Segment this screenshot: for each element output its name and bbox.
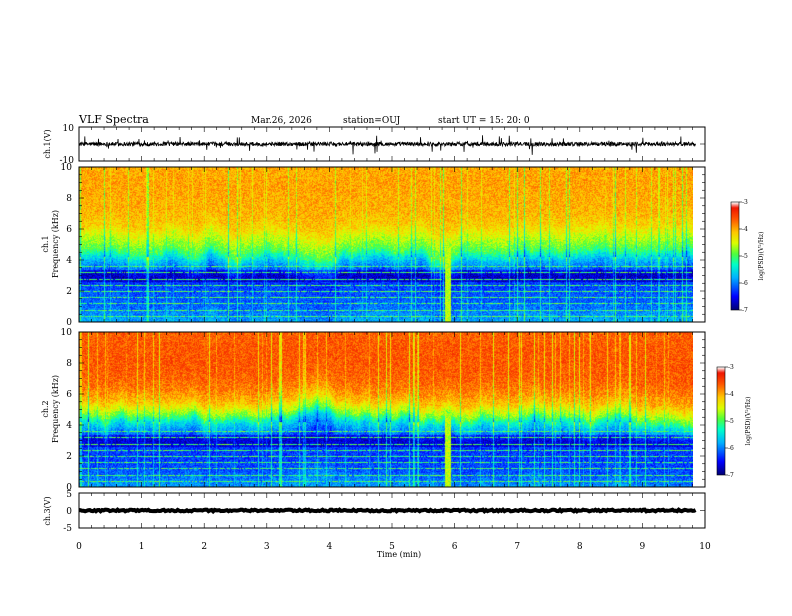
ch1-frequency-ylabel: Frequency (kHz) [51, 210, 60, 278]
ch2-freq-tick-8: 8 [66, 359, 72, 369]
time-tick-label: 7 [514, 542, 520, 552]
ch1-waveform-ylabel: ch.1(V) [43, 129, 52, 158]
time-tick-label: 0 [76, 542, 82, 552]
ch2-cbar-tick-m5: -5 [728, 418, 734, 425]
ch2-cbar-tick-m7: -7 [728, 472, 734, 479]
ch2-channel-label: ch.2 [41, 400, 50, 417]
ch1-cbar-tick-m6: -6 [742, 280, 748, 287]
ch1-cbar-tick-m7: -7 [742, 307, 748, 314]
time-tick-label: 9 [640, 542, 646, 552]
ch1-cbar-tick-m4: -4 [742, 226, 748, 233]
ch1-cbar-tick-m3: -3 [742, 199, 748, 206]
time-axis-label: Time (min) [377, 550, 421, 559]
ch1-freq-tick-2: 2 [66, 287, 72, 297]
ch1-ytick-top: 10 [63, 124, 75, 134]
time-tick-labels: 0 1 2 3 4 5 6 7 8 9 10 [76, 542, 711, 552]
time-tick-label: 3 [264, 542, 270, 552]
ch1-freq-tick-6: 6 [66, 225, 72, 235]
ch1-waveform-line [78, 135, 696, 155]
ch3-waveform-ticks [78, 492, 706, 529]
ch2-freq-tick-0: 0 [66, 483, 72, 493]
time-tick-label: 5 [389, 542, 395, 552]
ch1-ytick-bottom: -10 [60, 156, 75, 166]
ch3-waveform-panel: 5 0 -5 ch.3(V) [43, 490, 706, 534]
ch2-colorbar-gradient [717, 367, 725, 475]
ch1-freq-tick-labels: 0 2 4 6 8 10 [61, 163, 73, 328]
ch2-cbar-tick-m6: -6 [728, 445, 734, 452]
ch2-freq-tick-4: 4 [66, 421, 72, 431]
ch1-colorbar-label: log(PSD)(V²/Hz) [758, 232, 765, 281]
start-time-label: start UT = 15: 20: 0 [438, 116, 530, 126]
ch1-channel-label: ch.1 [41, 235, 50, 252]
ch3-waveform-line [78, 507, 697, 515]
ch1-freq-tick-0: 0 [66, 318, 72, 328]
ch1-colorbar-gradient [731, 202, 739, 310]
ch2-spectrogram-image [79, 332, 693, 487]
ch2-colorbar: -3 -4 -5 -6 -7 log(PSD)(V²/Hz) [716, 364, 752, 479]
ch1-freq-tick-8: 8 [66, 194, 72, 204]
ch2-colorbar-label: log(PSD)(V²/Hz) [745, 397, 752, 446]
station-label: station=OUJ [343, 116, 401, 126]
ch3-ytick-bottom: -5 [63, 524, 72, 534]
ch1-spectrogram-ticks [78, 166, 706, 323]
ch2-freq-tick-labels: 0 2 4 6 8 10 [61, 328, 73, 493]
ch1-spectrogram-image [79, 167, 693, 322]
ch2-frequency-ylabel: Frequency (kHz) [51, 375, 60, 443]
ch2-spectrogram-ticks [78, 331, 706, 488]
ch1-waveform-ticks [78, 126, 706, 162]
ch2-spectrogram-panel: 0 2 4 6 8 10 ch.2 Frequency (kHz) [41, 328, 706, 493]
ch3-ytick-top: 5 [66, 490, 72, 500]
ch1-cbar-tick-m5: -5 [742, 253, 748, 260]
time-tick-label: 6 [452, 542, 458, 552]
ch1-freq-tick-10: 10 [61, 163, 73, 173]
ch3-ytick-mid: 0 [66, 507, 72, 517]
ch1-freq-tick-4: 4 [66, 256, 72, 266]
ch2-cbar-tick-m4: -4 [728, 391, 734, 398]
ch2-freq-tick-10: 10 [61, 328, 73, 338]
ch1-spectrogram-panel: 0 2 4 6 8 10 ch.1 Frequency (kHz) [41, 163, 706, 328]
ch3-waveform-ylabel: ch.3(V) [43, 496, 52, 525]
ch2-freq-tick-2: 2 [66, 452, 72, 462]
time-tick-label: 2 [201, 542, 207, 552]
ch1-colorbar: -3 -4 -5 -6 -7 log(PSD)(V²/Hz) [730, 199, 765, 314]
ch2-freq-tick-6: 6 [66, 390, 72, 400]
ch2-cbar-tick-m3: -3 [728, 364, 734, 371]
date-label: Mar.26, 2026 [251, 116, 312, 126]
time-tick-label: 1 [139, 542, 145, 552]
ch1-waveform-panel: 10 -10 ch.1(V) [43, 124, 706, 166]
figure-title: VLF Spectra [78, 113, 149, 126]
time-tick-label: 8 [577, 542, 583, 552]
time-tick-label: 10 [699, 542, 711, 552]
time-tick-label: 4 [327, 542, 333, 552]
